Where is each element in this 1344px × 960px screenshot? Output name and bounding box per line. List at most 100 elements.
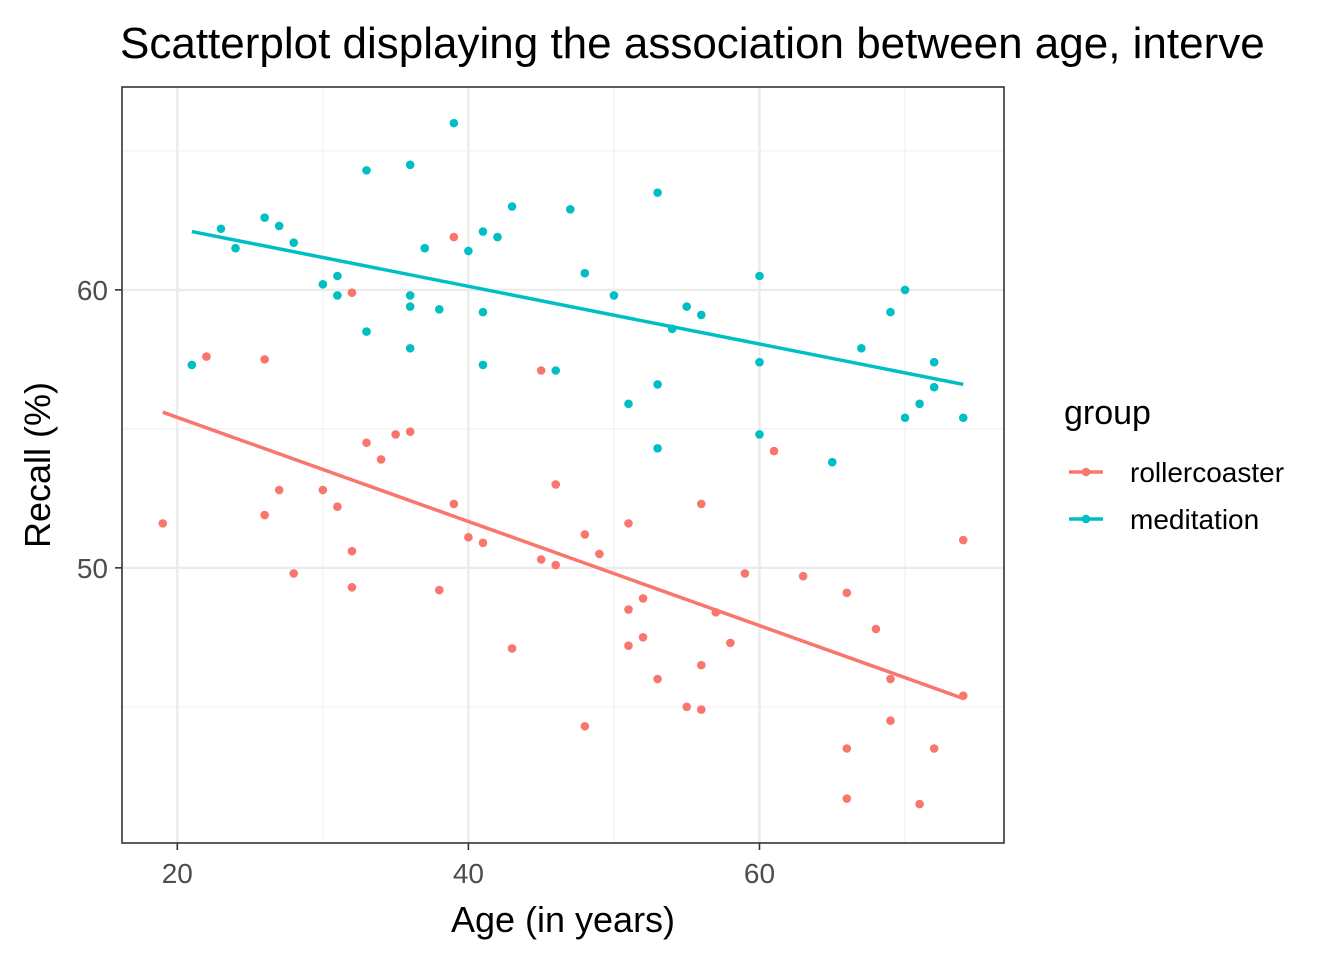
rollercoaster-point — [318, 485, 328, 495]
legend-label-meditation: meditation — [1130, 504, 1259, 535]
rollercoaster-point — [478, 538, 488, 548]
rollercoaster-point — [798, 571, 808, 581]
rollercoaster-point — [886, 674, 895, 684]
rollercoaster-point — [638, 594, 648, 603]
meditation-point — [420, 243, 430, 253]
meditation-point — [580, 268, 590, 278]
x-tick-label: 60 — [744, 858, 775, 889]
y-axis-title: Recall (%) — [17, 382, 58, 548]
rollercoaster-point — [260, 510, 269, 520]
rollercoaster-point — [289, 569, 299, 578]
rollercoaster-point — [740, 569, 750, 578]
rollercoaster-point — [536, 366, 546, 375]
rollercoaster-point — [696, 705, 706, 714]
meditation-point — [653, 444, 662, 453]
meditation-point — [333, 271, 342, 281]
x-axis-title: Age (in years) — [451, 899, 675, 940]
rollercoaster-point — [580, 721, 590, 731]
meditation-point — [216, 224, 226, 234]
trend-lines — [162, 229, 964, 701]
rollercoaster-point — [347, 288, 357, 297]
rollercoaster-trend-line — [162, 410, 964, 701]
y-tick-label: 60 — [77, 275, 108, 306]
rollercoaster-point — [580, 530, 590, 539]
rollercoaster-point — [653, 674, 662, 684]
meditation-point — [551, 366, 561, 375]
meditation-point — [929, 382, 939, 392]
meditation-point — [857, 343, 866, 353]
rollercoaster-point — [464, 532, 473, 542]
rollercoaster-point — [347, 582, 357, 592]
rollercoaster-point — [696, 660, 706, 670]
meditation-point — [478, 307, 488, 317]
meditation-point — [274, 221, 284, 231]
meditation-point — [755, 357, 764, 367]
rollercoaster-point — [682, 702, 692, 712]
meditation-point — [565, 204, 575, 214]
x-axis: 20 40 60 — [162, 843, 775, 889]
rollercoaster-point — [347, 546, 357, 556]
rollercoaster-point — [551, 480, 561, 489]
rollercoaster-point — [696, 499, 706, 509]
meditation-point — [653, 188, 662, 197]
rollercoaster-point — [449, 232, 459, 242]
rollercoaster-point — [958, 535, 968, 545]
meditation-point — [231, 243, 240, 253]
meditation-point — [886, 307, 895, 317]
major-gridlines — [122, 87, 1004, 843]
rollercoaster-point — [595, 549, 604, 559]
meditation-point — [362, 166, 371, 175]
meditation-point — [493, 232, 502, 242]
x-tick-label: 40 — [453, 858, 484, 889]
legend-key-point-meditation — [1081, 514, 1091, 524]
rollercoaster-point — [405, 427, 415, 436]
meditation-point — [187, 360, 197, 370]
meditation-point — [405, 160, 415, 170]
rollercoaster-point — [624, 605, 633, 614]
legend-label-rollercoaster: rollercoaster — [1130, 457, 1284, 488]
chart-title: Scatterplot displaying the association b… — [120, 19, 1265, 68]
rollercoaster-point — [434, 585, 444, 595]
rollercoaster-point — [624, 641, 633, 650]
minor-gridlines — [122, 87, 1004, 843]
rollercoaster-point — [333, 502, 342, 511]
data-points — [158, 118, 968, 809]
legend: group rollercoaster meditation — [1064, 394, 1284, 535]
x-tick-label: 20 — [162, 858, 193, 889]
y-axis: 50 60 — [77, 275, 122, 584]
rollercoaster-point — [536, 555, 546, 564]
meditation-point — [362, 327, 371, 336]
rollercoaster-point — [624, 519, 633, 528]
rollercoaster-point — [958, 691, 968, 700]
rollercoaster-point — [871, 624, 881, 634]
plot-panel — [121, 86, 1005, 844]
panel-background — [122, 87, 1004, 843]
rollercoaster-point — [929, 744, 939, 753]
meditation-point — [915, 399, 924, 409]
panel-border — [121, 86, 1005, 844]
rollercoaster-point — [638, 633, 648, 642]
meditation-point — [609, 291, 619, 300]
rollercoaster-point — [202, 352, 211, 361]
meditation-point — [958, 413, 968, 423]
meditation-point — [507, 202, 517, 211]
rollercoaster-point — [842, 794, 852, 803]
meditation-point — [318, 280, 328, 289]
meditation-point — [827, 457, 837, 467]
legend-key-point-rollercoaster — [1081, 467, 1091, 477]
rollercoaster-point — [842, 744, 852, 753]
meditation-point — [624, 399, 633, 409]
rollercoaster-point — [391, 430, 400, 439]
meditation-point — [478, 227, 488, 236]
meditation-point — [696, 310, 706, 320]
rollercoaster-point — [449, 499, 459, 509]
meditation-point — [900, 413, 910, 423]
meditation-point — [667, 324, 677, 334]
meditation-point — [449, 118, 459, 128]
meditation-point — [405, 291, 415, 300]
meditation-point — [755, 430, 764, 439]
meditation-point — [929, 357, 939, 367]
meditation-point — [260, 213, 269, 222]
meditation-point — [289, 238, 299, 247]
